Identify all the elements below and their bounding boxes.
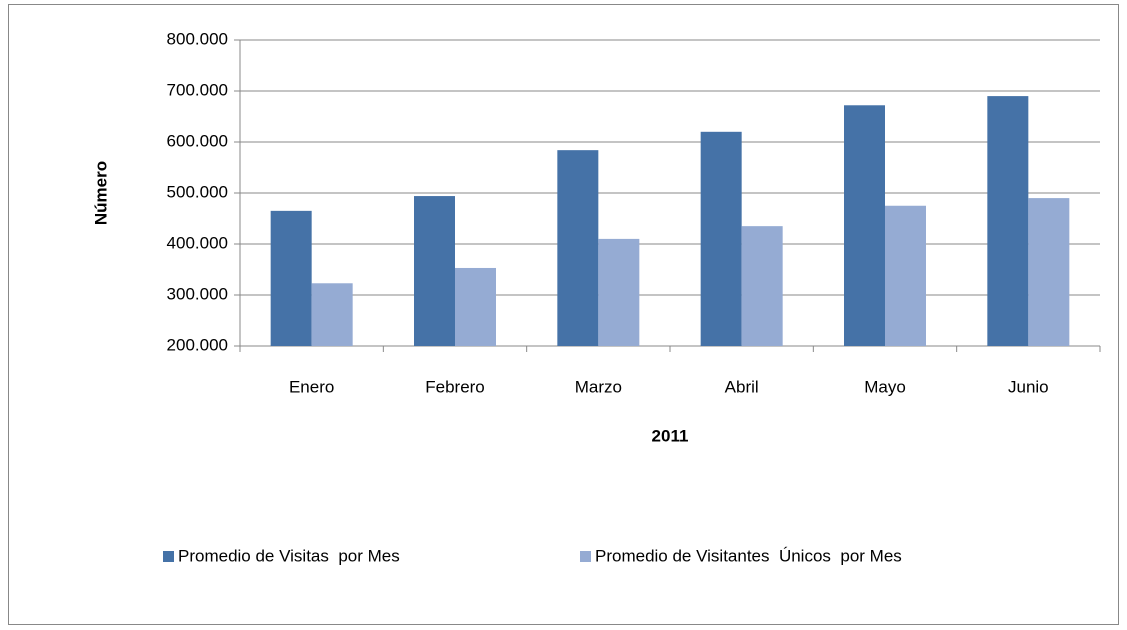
x-tick-label: Marzo: [575, 377, 622, 396]
y-tick-label: 700.000: [167, 80, 228, 99]
bar: [270, 210, 312, 346]
bar: [455, 267, 496, 346]
x-tick-label: Mayo: [864, 377, 906, 396]
legend-label: Promedio de Visitas por Mes: [178, 546, 400, 565]
y-tick-label: 200.000: [167, 335, 228, 354]
bar: [987, 96, 1029, 346]
y-tick-label: 400.000: [167, 233, 228, 252]
bar: [700, 131, 742, 346]
bar: [311, 283, 353, 346]
y-tick-label: 300.000: [167, 284, 228, 303]
bar: [885, 205, 926, 346]
y-tick-label: 800.000: [167, 29, 228, 48]
bar: [741, 226, 783, 346]
bar: [598, 238, 640, 346]
x-tick-label: Febrero: [425, 377, 485, 396]
x-axis-title: 2011: [652, 426, 689, 445]
bar: [1028, 198, 1070, 346]
legend-swatch: [580, 551, 591, 562]
bar: [557, 150, 599, 346]
bar: [414, 196, 455, 346]
y-tick-label: 500.000: [167, 182, 228, 201]
y-tick-label: 600.000: [167, 131, 228, 150]
legend-swatch: [163, 551, 174, 562]
legend-label: Promedio de Visitantes Únicos por Mes: [595, 546, 902, 565]
y-axis-title: Número: [91, 161, 110, 225]
x-tick-label: Junio: [1008, 377, 1049, 396]
x-tick-label: Abril: [725, 377, 759, 396]
bar: [844, 105, 885, 346]
x-tick-label: Enero: [289, 377, 334, 396]
